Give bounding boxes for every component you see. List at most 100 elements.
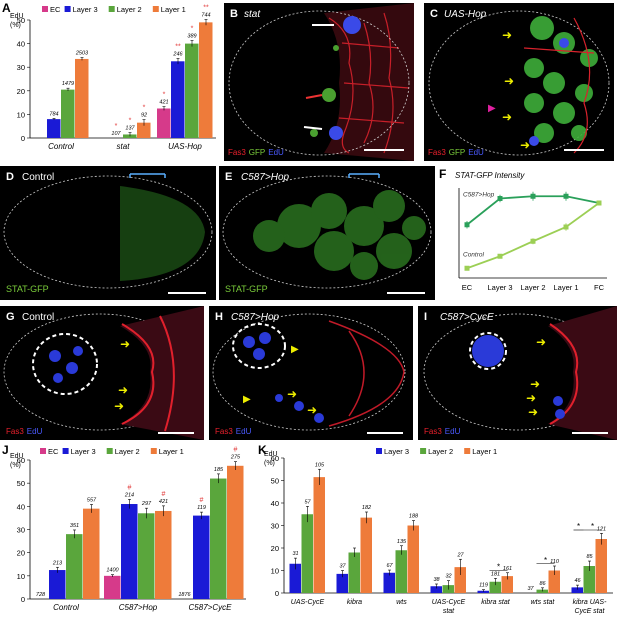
bar xyxy=(185,43,199,138)
legend-swatch xyxy=(464,448,471,454)
chart-title: STAT-GFP Intensity xyxy=(455,171,525,180)
bar xyxy=(336,573,348,593)
legend-swatch xyxy=(150,448,157,454)
y-axis-unit: (%) xyxy=(10,462,21,469)
legend-label: Layer 3 xyxy=(73,5,98,14)
n-label: 246 xyxy=(172,51,183,57)
y-tick-label: 0 xyxy=(21,134,25,143)
n-label: 744 xyxy=(201,13,210,19)
panel-label-b: B xyxy=(230,8,238,20)
significance-marker: * xyxy=(191,26,194,33)
bar xyxy=(66,534,83,599)
n-label: 32 xyxy=(445,574,451,580)
panel-label: K xyxy=(258,443,267,457)
svg-text:➜: ➜ xyxy=(536,335,546,349)
y-axis-label: EdU xyxy=(10,13,24,20)
svg-text:➜: ➜ xyxy=(118,383,128,397)
n-label: 67 xyxy=(386,563,393,569)
svg-text:▶: ▶ xyxy=(243,394,251,405)
significance-marker: # xyxy=(128,484,132,491)
y-tick-label: 30 xyxy=(17,526,25,535)
bar xyxy=(289,563,301,593)
y-tick-label: 60 xyxy=(17,456,25,465)
n-label: 728 xyxy=(36,592,46,598)
n-label: 105 xyxy=(315,462,325,468)
legend-edu-b: EdU xyxy=(268,148,284,157)
bar xyxy=(395,550,407,593)
n-label: 135 xyxy=(397,539,407,545)
n-label: 57 xyxy=(304,499,311,505)
svg-text:▶: ▶ xyxy=(488,103,496,114)
category-label: stat xyxy=(443,608,455,615)
chart-f: F STAT-GFP Intensity EC Layer 3 Layer 2 Layer… xyxy=(439,167,607,292)
category-label: wts xyxy=(396,599,407,606)
y-tick-label: 0 xyxy=(275,589,279,598)
n-label: 1876 xyxy=(178,592,191,598)
significance-marker: * xyxy=(143,105,146,112)
category-label: C587>Hop xyxy=(119,603,158,612)
title-i: C587>CycE xyxy=(440,312,494,323)
category-label: EC xyxy=(462,283,473,292)
y-tick-label: 50 xyxy=(17,16,25,25)
n-label: 275 xyxy=(230,455,241,461)
bar xyxy=(430,586,442,593)
label-stat-gfp-e: STAT-GFP xyxy=(225,284,268,294)
svg-text:➜: ➜ xyxy=(504,74,514,88)
significance-marker: # xyxy=(200,497,204,504)
category-label: Layer 2 xyxy=(520,283,545,292)
series-label: C587>Hop xyxy=(463,192,495,199)
n-label: 31 xyxy=(292,551,298,557)
legend-label: Layer 1 xyxy=(161,5,186,14)
data-point xyxy=(530,193,536,199)
bar xyxy=(313,477,325,593)
n-label: 214 xyxy=(124,492,134,498)
significance-marker: ** xyxy=(203,5,209,12)
y-axis-unit: (%) xyxy=(10,22,21,29)
n-label: 119 xyxy=(479,583,488,589)
category-label: UAS-Hop xyxy=(168,142,202,151)
bar xyxy=(121,504,138,599)
y-tick-label: 20 xyxy=(17,549,25,558)
panel-label: A xyxy=(2,1,11,15)
n-label: 421 xyxy=(159,100,168,106)
bar xyxy=(227,465,244,599)
y-tick-label: 50 xyxy=(271,477,279,486)
legend-edu-i: EdU xyxy=(445,427,461,436)
micrograph-c: ➜ ➜ ➜ ➜ ▶ C UAS-Hop Fas3 GFP EdU xyxy=(424,3,614,161)
bar xyxy=(61,89,75,138)
category-label: kibra xyxy=(347,599,362,606)
data-point xyxy=(530,238,536,244)
significance-marker: * xyxy=(497,563,500,572)
micrograph-e: E C587>Hop STAT-GFP xyxy=(219,166,435,300)
title-c: UAS-Hop xyxy=(444,9,487,20)
y-tick-label: 20 xyxy=(17,87,25,96)
y-tick-label: 40 xyxy=(271,499,279,508)
micrograph-h: ➜ ➜ ▶ ▶ H C587>Hop Fas3 EdU xyxy=(209,306,413,440)
svg-text:➜: ➜ xyxy=(114,399,124,413)
n-label: 37 xyxy=(527,586,534,592)
bar xyxy=(548,570,560,593)
legend-fas3-h: Fas3 xyxy=(215,427,233,436)
panel-label-c: C xyxy=(430,8,438,20)
legend-swatch xyxy=(62,448,69,454)
legend-gfp-c: GFP xyxy=(449,148,465,157)
micrograph-d: D Control STAT-GFP xyxy=(0,166,216,300)
n-label: 351 xyxy=(70,523,79,529)
panel-label-e: E xyxy=(225,171,232,183)
legend-fas3-i: Fas3 xyxy=(424,427,442,436)
n-label: 185 xyxy=(214,467,224,473)
svg-text:➜: ➜ xyxy=(502,110,512,124)
category-label: UAS-CycE xyxy=(432,599,466,606)
y-tick-label: 40 xyxy=(17,40,25,49)
n-label: 27 xyxy=(456,552,464,558)
n-label: 297 xyxy=(141,501,152,507)
bar xyxy=(193,515,210,599)
legend-fas3-g: Fas3 xyxy=(6,427,24,436)
category-label: Layer 1 xyxy=(553,283,578,292)
panel-label-d: D xyxy=(6,171,14,183)
legend-label: Layer 2 xyxy=(117,5,142,14)
y-tick-label: 20 xyxy=(271,544,279,553)
bar xyxy=(104,575,121,599)
significance-marker: * xyxy=(115,123,118,130)
